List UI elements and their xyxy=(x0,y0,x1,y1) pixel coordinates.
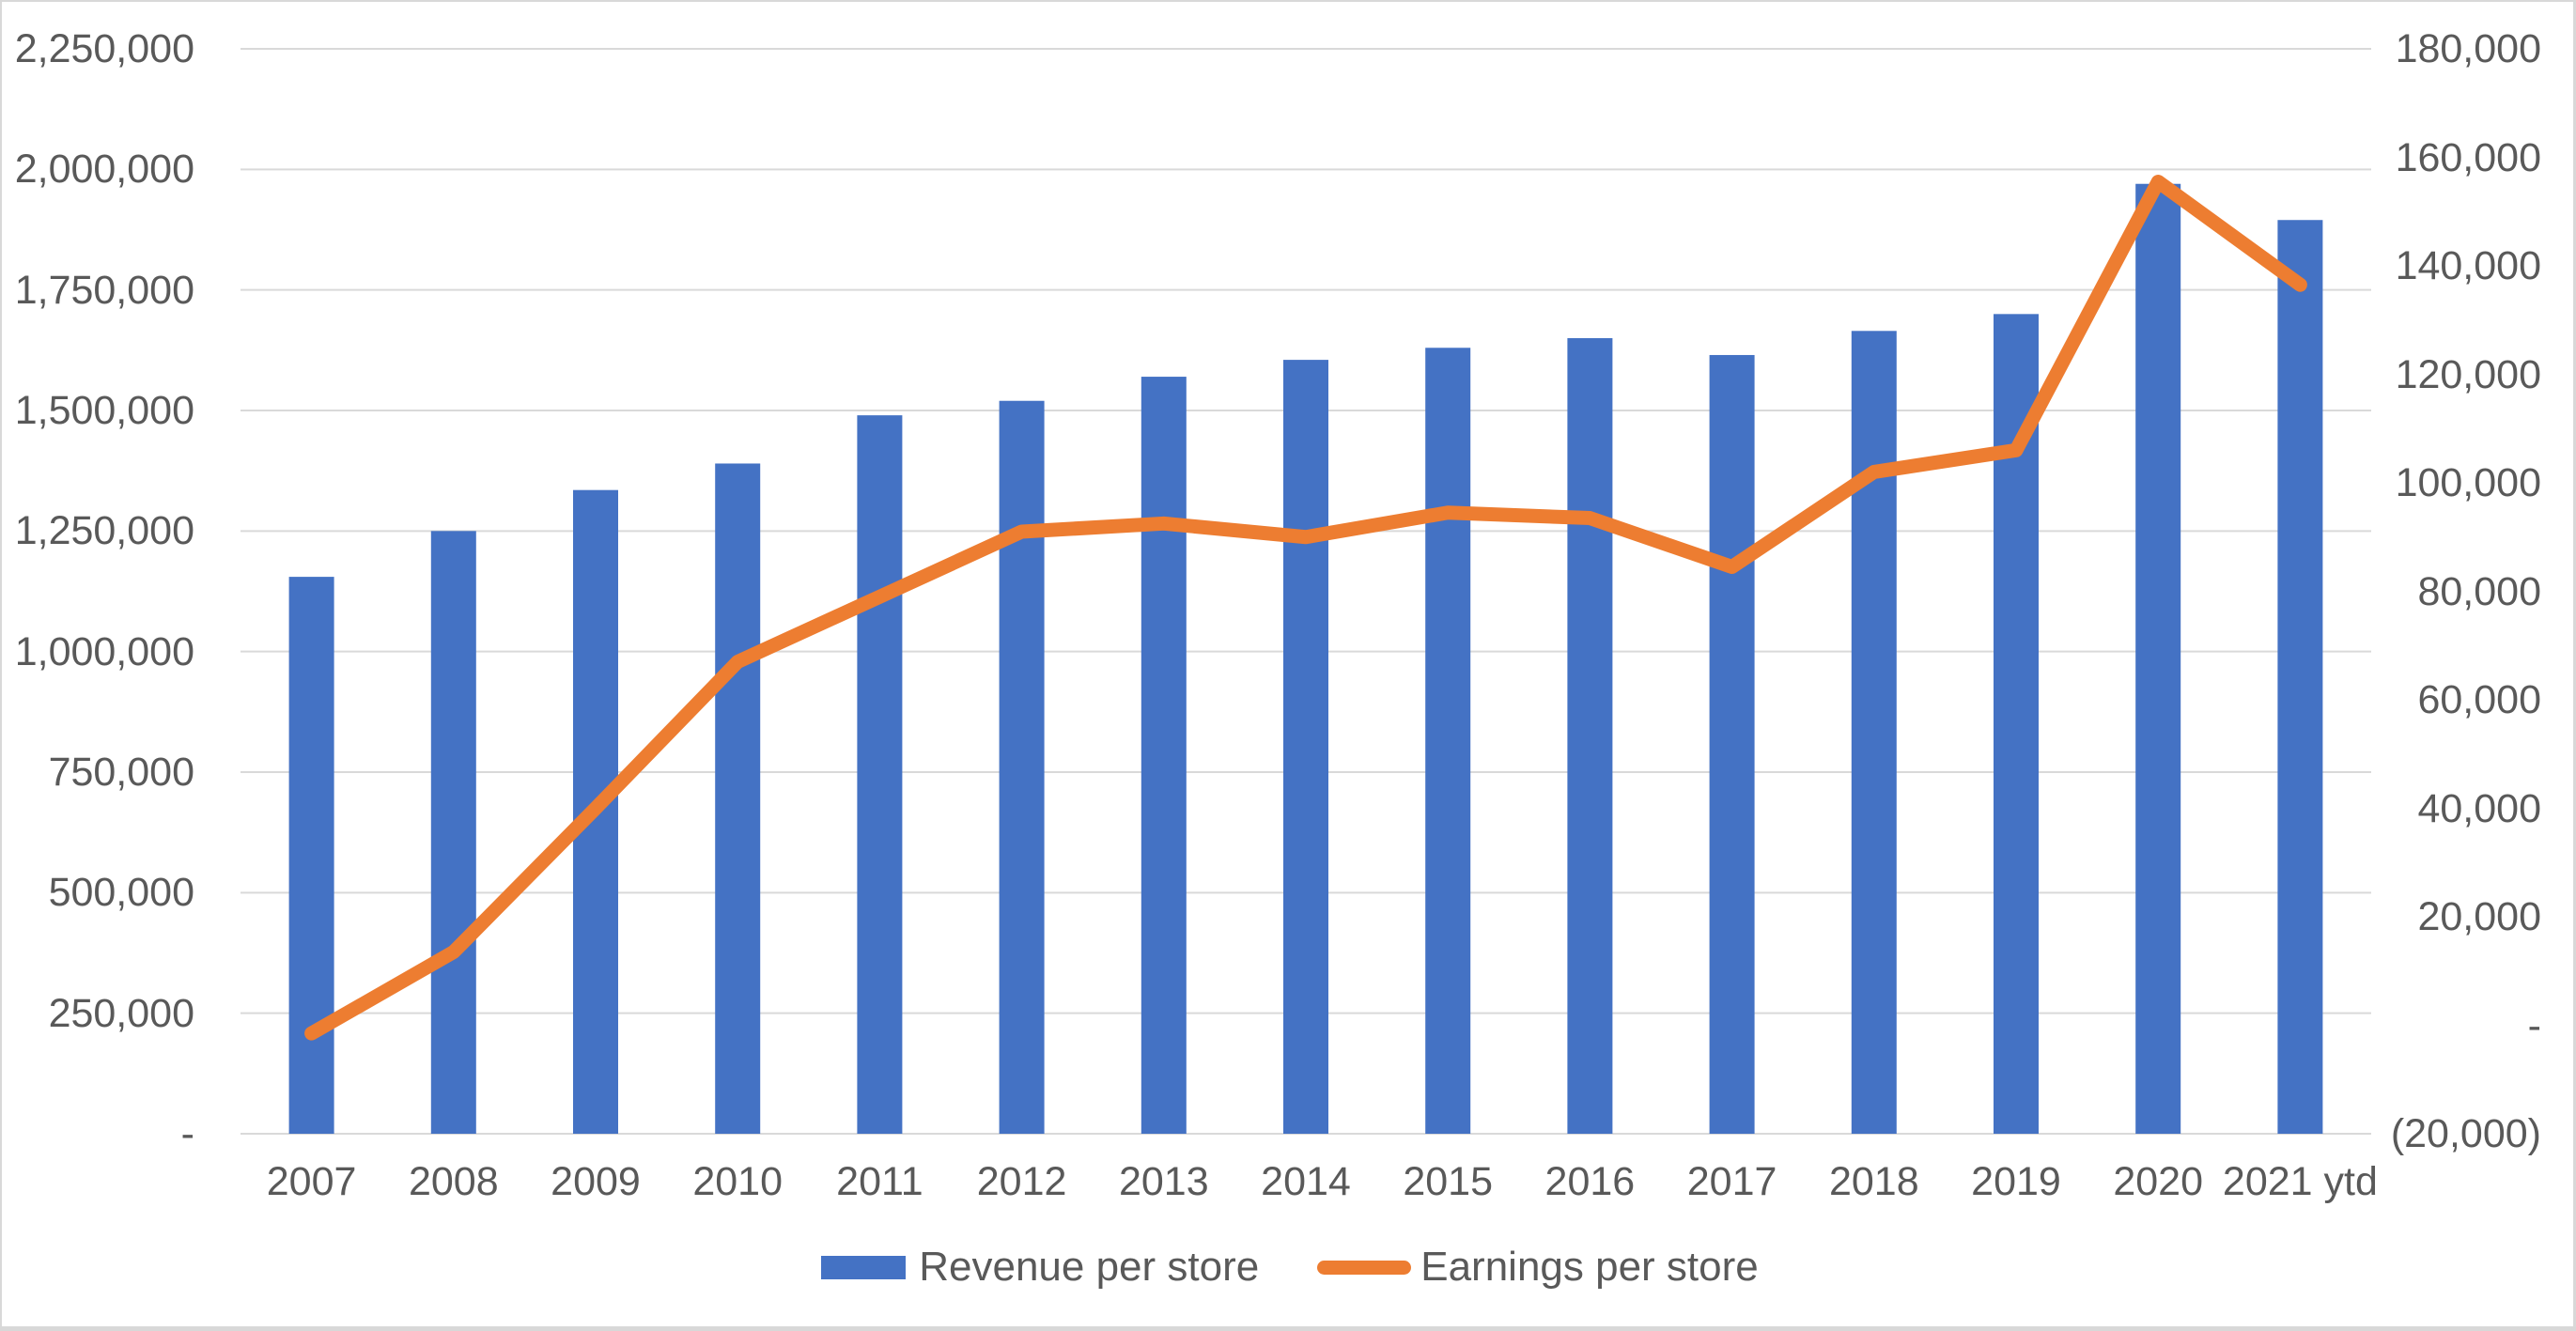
left-axis-tick-label: 750,000 xyxy=(48,750,194,795)
bar-2007 xyxy=(288,577,334,1134)
bar-2010 xyxy=(715,463,761,1134)
right-axis-tick-label: 140,000 xyxy=(2395,243,2541,288)
bar-series-revenue xyxy=(288,183,2323,1135)
left-axis-tick-label: 1,500,000 xyxy=(14,388,194,433)
right-axis-tick-label: 80,000 xyxy=(2417,568,2541,614)
legend-bar-label: Revenue per store xyxy=(919,1244,1260,1290)
earnings-line xyxy=(304,174,2307,1041)
x-axis-label-2013: 2013 xyxy=(1118,1159,1209,1204)
bar-2011 xyxy=(857,415,903,1135)
right-axis-tick-label: 180,000 xyxy=(2395,26,2541,71)
right-axis-tick-label: 40,000 xyxy=(2417,785,2541,831)
bar-2020 xyxy=(2135,183,2181,1134)
left-axis-tick-label: 2,000,000 xyxy=(14,147,194,193)
legend-item-earnings: Earnings per store xyxy=(1317,1244,1759,1291)
x-axis-label-2020: 2020 xyxy=(2113,1159,2204,1204)
bar-2008 xyxy=(430,531,476,1134)
x-axis-label-2012: 2012 xyxy=(976,1159,1067,1204)
left-axis-tick-label: 1,250,000 xyxy=(14,508,194,554)
left-axis-tick-label: - xyxy=(180,1111,194,1156)
legend-bar-swatch-icon xyxy=(821,1255,907,1279)
x-axis-label-2008: 2008 xyxy=(408,1159,499,1204)
right-axis-tick-label: 60,000 xyxy=(2417,677,2541,722)
x-axis-label-2019: 2019 xyxy=(1971,1159,2061,1204)
legend-item-revenue: Revenue per store xyxy=(821,1244,1259,1291)
x-axis-label-2021-ytd: 2021 ytd xyxy=(2222,1159,2378,1204)
x-axis-label-2011: 2011 xyxy=(836,1159,923,1204)
x-axis-label-2014: 2014 xyxy=(1261,1159,1351,1204)
bar-2015 xyxy=(1425,348,1471,1134)
left-axis-tick-label: 1,000,000 xyxy=(14,628,194,674)
right-axis-tick-label: 160,000 xyxy=(2395,134,2541,180)
left-axis-tick-label: 2,250,000 xyxy=(14,26,194,71)
bar-2012 xyxy=(999,400,1045,1134)
right-axis-tick-label: 20,000 xyxy=(2417,894,2541,939)
right-axis-tick-label: 120,000 xyxy=(2395,351,2541,397)
bar-2021 ytd xyxy=(2277,220,2323,1134)
x-axis-label-2009: 2009 xyxy=(551,1159,641,1204)
left-axis-tick-label: 1,750,000 xyxy=(14,267,194,313)
x-axis-label-2016: 2016 xyxy=(1544,1159,1636,1204)
legend: Revenue per store Earnings per store xyxy=(2,1244,2573,1291)
left-axis-tick-label: 250,000 xyxy=(48,990,194,1036)
right-axis-tick-label: 100,000 xyxy=(2395,460,2541,505)
x-axis-label-2017: 2017 xyxy=(1686,1159,1777,1204)
left-axis-tick-label: 500,000 xyxy=(48,870,194,916)
bar-2013 xyxy=(1141,377,1187,1135)
x-axis-label-2015: 2015 xyxy=(1403,1159,1494,1204)
legend-line-swatch-icon xyxy=(1317,1260,1412,1275)
bar-2016 xyxy=(1567,338,1613,1134)
bar-2018 xyxy=(1851,331,1897,1134)
bar-2017 xyxy=(1709,354,1755,1134)
x-axis-label-2007: 2007 xyxy=(266,1159,357,1204)
x-axis-label-2018: 2018 xyxy=(1828,1159,1919,1204)
right-axis-tick-label: (20,000) xyxy=(2390,1111,2541,1156)
x-axis-label-2010: 2010 xyxy=(692,1159,784,1204)
right-axis-tick-label: - xyxy=(2527,1002,2541,1048)
legend-line-label: Earnings per store xyxy=(1420,1244,1759,1290)
bar-2014 xyxy=(1283,360,1328,1135)
line-series-earnings xyxy=(304,174,2307,1041)
